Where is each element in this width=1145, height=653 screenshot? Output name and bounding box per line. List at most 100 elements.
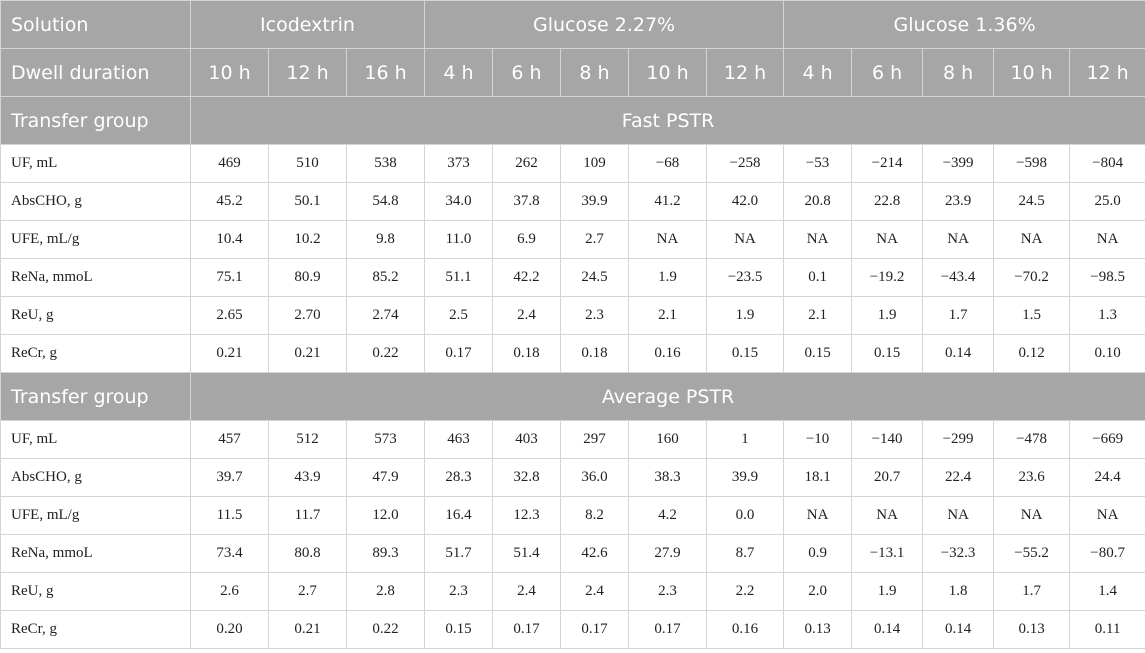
table-cell: 1 bbox=[706, 420, 785, 459]
table-cell: 32.8 bbox=[492, 458, 562, 497]
table-cell: 2.6 bbox=[190, 572, 269, 611]
table-cell: 8.7 bbox=[706, 534, 785, 573]
transfer-group-header-row: Transfer group Fast PSTR bbox=[0, 96, 1145, 145]
table-cell: 24.5 bbox=[993, 182, 1071, 221]
table-cell: −55.2 bbox=[993, 534, 1071, 573]
transfer-group-header-row: Transfer group Average PSTR bbox=[0, 372, 1145, 421]
table-cell: 6.9 bbox=[492, 220, 562, 259]
table-cell: 37.8 bbox=[492, 182, 562, 221]
table-cell: 0.17 bbox=[560, 610, 630, 649]
table-cell: 25.0 bbox=[1069, 182, 1145, 221]
table-cell: 160 bbox=[628, 420, 708, 459]
table-cell: 510 bbox=[268, 144, 347, 183]
table-cell: −19.2 bbox=[851, 258, 924, 297]
table-cell: 1.3 bbox=[1069, 296, 1145, 335]
table-cell: 0.12 bbox=[993, 334, 1071, 373]
table-cell: NA bbox=[628, 220, 708, 259]
table-row: AbsCHO, g 45.2 50.1 54.8 34.0 37.8 39.9 41.2 42.… bbox=[0, 182, 1145, 221]
transfer-group-label: Transfer group bbox=[0, 372, 191, 421]
row-label: AbsCHO, g bbox=[0, 458, 191, 497]
table-cell: NA bbox=[851, 496, 924, 535]
table-cell: 75.1 bbox=[190, 258, 269, 297]
table-cell: −53 bbox=[783, 144, 853, 183]
table-cell: 16.4 bbox=[424, 496, 494, 535]
table-cell: 12.0 bbox=[345, 496, 426, 535]
solution-header-row: Solution Icodextrin Glucose 2.27% Glucos… bbox=[0, 0, 1145, 49]
table-cell: 469 bbox=[190, 144, 269, 183]
table-row: UFE, mL/g 11.5 11.7 12.0 16.4 12.3 8.2 4.2 0.0 NA… bbox=[0, 496, 1145, 535]
table-cell: 1.7 bbox=[922, 296, 995, 335]
table-cell: 0.15 bbox=[706, 334, 785, 373]
table-cell: 2.4 bbox=[492, 296, 562, 335]
dwell-duration-cell: 10 h bbox=[993, 48, 1071, 97]
table-cell: 2.4 bbox=[492, 572, 562, 611]
table-cell: 18.1 bbox=[783, 458, 853, 497]
table-cell: 0.22 bbox=[345, 610, 426, 649]
table-cell: 0.11 bbox=[1069, 610, 1145, 649]
row-label: UF, mL bbox=[0, 420, 191, 459]
table-cell: 89.3 bbox=[345, 534, 426, 573]
table-cell: 51.1 bbox=[424, 258, 494, 297]
table-cell: 27.9 bbox=[628, 534, 708, 573]
table-cell: −214 bbox=[851, 144, 924, 183]
table-cell: 2.8 bbox=[345, 572, 426, 611]
table-cell: 20.8 bbox=[783, 182, 853, 221]
table-cell: −669 bbox=[1069, 420, 1145, 459]
table-cell: 24.5 bbox=[560, 258, 630, 297]
table-cell: 36.0 bbox=[560, 458, 630, 497]
table-cell: 262 bbox=[492, 144, 562, 183]
table-cell: −598 bbox=[993, 144, 1071, 183]
table-cell: 0.22 bbox=[345, 334, 426, 373]
solution-glucose-136: Glucose 1.36% bbox=[783, 0, 1145, 49]
table-cell: −399 bbox=[922, 144, 995, 183]
table-cell: 2.1 bbox=[628, 296, 708, 335]
table-cell: 2.5 bbox=[424, 296, 494, 335]
table-cell: 2.3 bbox=[560, 296, 630, 335]
table-row: ReNa, mmoL 73.4 80.8 89.3 51.7 51.4 42.6 27.9 8.… bbox=[0, 534, 1145, 573]
table-cell: −98.5 bbox=[1069, 258, 1145, 297]
table-cell: 0.21 bbox=[268, 334, 347, 373]
table-cell: 2.0 bbox=[783, 572, 853, 611]
table-cell: 538 bbox=[345, 144, 426, 183]
table-cell: 34.0 bbox=[424, 182, 494, 221]
table-cell: 23.6 bbox=[993, 458, 1071, 497]
table-row: ReNa, mmoL 75.1 80.9 85.2 51.1 42.2 24.5 1.9 −23… bbox=[0, 258, 1145, 297]
table-cell: 42.6 bbox=[560, 534, 630, 573]
table-cell: 1.5 bbox=[993, 296, 1071, 335]
table-cell: 373 bbox=[424, 144, 494, 183]
table-cell: 2.3 bbox=[424, 572, 494, 611]
table-cell: 2.1 bbox=[783, 296, 853, 335]
table-cell: 10.2 bbox=[268, 220, 347, 259]
row-label: ReNa, mmoL bbox=[0, 534, 191, 573]
table-cell: −478 bbox=[993, 420, 1071, 459]
table-cell: −68 bbox=[628, 144, 708, 183]
table-cell: 11.5 bbox=[190, 496, 269, 535]
table-cell: 463 bbox=[424, 420, 494, 459]
table-cell: 1.8 bbox=[922, 572, 995, 611]
table-cell: 0.21 bbox=[190, 334, 269, 373]
table-cell: 0.18 bbox=[560, 334, 630, 373]
table-cell: 2.4 bbox=[560, 572, 630, 611]
table-cell: 457 bbox=[190, 420, 269, 459]
row-label: UFE, mL/g bbox=[0, 496, 191, 535]
dwell-duration-cell: 12 h bbox=[1069, 48, 1145, 97]
table-cell: 12.3 bbox=[492, 496, 562, 535]
table-cell: NA bbox=[922, 496, 995, 535]
table-cell: −13.1 bbox=[851, 534, 924, 573]
table-cell: 11.0 bbox=[424, 220, 494, 259]
table-cell: 0.17 bbox=[424, 334, 494, 373]
table-cell: 403 bbox=[492, 420, 562, 459]
row-label: ReCr, g bbox=[0, 334, 191, 373]
table-cell: 45.2 bbox=[190, 182, 269, 221]
table-cell: 1.7 bbox=[993, 572, 1071, 611]
table-cell: 2.74 bbox=[345, 296, 426, 335]
table-cell: 85.2 bbox=[345, 258, 426, 297]
row-label: ReU, g bbox=[0, 572, 191, 611]
table-cell: 0.9 bbox=[783, 534, 853, 573]
table-cell: 0.15 bbox=[424, 610, 494, 649]
table-cell: 28.3 bbox=[424, 458, 494, 497]
dwell-duration-cell: 4 h bbox=[424, 48, 494, 97]
table-cell: 80.9 bbox=[268, 258, 347, 297]
table-cell: 297 bbox=[560, 420, 630, 459]
